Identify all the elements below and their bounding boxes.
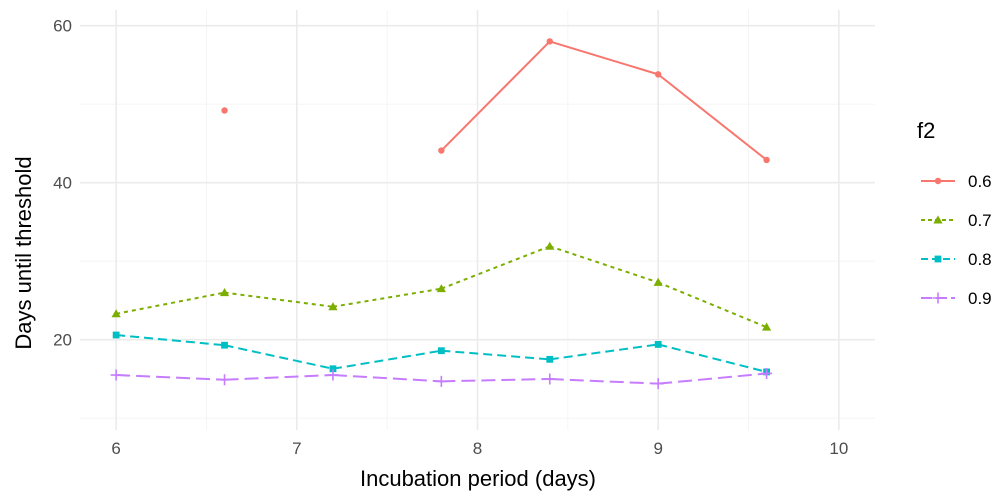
series-0.8 bbox=[112, 331, 770, 376]
legend-item: 0.6 bbox=[921, 172, 992, 191]
legend-key-marker bbox=[934, 177, 942, 185]
legend: f2 0.6 0.7 0.8 0.9 bbox=[917, 118, 992, 308]
series-0.6 bbox=[221, 38, 770, 164]
series-line-segment bbox=[440, 40, 551, 152]
data-point bbox=[761, 322, 772, 331]
data-point bbox=[221, 341, 228, 349]
legend-key-marker bbox=[932, 292, 944, 304]
data-point bbox=[328, 302, 338, 311]
data-point bbox=[652, 378, 664, 390]
legend-item: 0.9 bbox=[921, 289, 992, 308]
legend-key-marker bbox=[933, 215, 943, 224]
data-point bbox=[221, 107, 228, 114]
data-point bbox=[110, 369, 122, 381]
legend-item: 0.7 bbox=[921, 211, 992, 230]
legend-label: 0.9 bbox=[968, 289, 992, 308]
x-tick-label: 6 bbox=[111, 439, 120, 458]
data-point bbox=[763, 156, 770, 164]
series-line-segment bbox=[115, 291, 225, 315]
series-line-segment bbox=[224, 374, 333, 381]
series-line-segment bbox=[440, 245, 551, 290]
legend-label: 0.7 bbox=[968, 211, 992, 230]
x-tick-label: 9 bbox=[653, 439, 662, 458]
data-point bbox=[111, 309, 121, 318]
series-line-segment bbox=[549, 343, 659, 361]
data-point bbox=[654, 71, 662, 78]
x-tick-label: 8 bbox=[473, 439, 482, 458]
data-point bbox=[437, 347, 445, 355]
series-line-segment bbox=[549, 40, 659, 76]
data-point bbox=[546, 38, 553, 45]
series-line-segment bbox=[657, 281, 767, 329]
series-line-segment bbox=[657, 343, 767, 373]
series-line-segment bbox=[332, 349, 442, 370]
series-line-segment bbox=[332, 287, 442, 308]
series-line-segment bbox=[658, 372, 767, 385]
data-point bbox=[219, 288, 230, 297]
legend-label: 0.8 bbox=[968, 250, 992, 269]
x-axis-title: Incubation period (days) bbox=[360, 466, 596, 491]
data-point bbox=[438, 147, 445, 154]
tick-labels: 6 7 8 9 10 20 40 60 bbox=[53, 17, 848, 458]
series-line-segment bbox=[224, 291, 334, 308]
data-point bbox=[546, 355, 554, 363]
series-line-segment bbox=[549, 245, 659, 284]
series-line-segment bbox=[116, 334, 225, 347]
series-layer bbox=[110, 38, 773, 390]
x-tick-label: 10 bbox=[829, 439, 848, 458]
series-line-segment bbox=[332, 374, 442, 383]
series-line-segment bbox=[441, 349, 550, 361]
series-line-segment bbox=[441, 377, 550, 383]
data-point bbox=[219, 374, 231, 386]
data-point bbox=[436, 284, 446, 293]
series-line-segment bbox=[116, 374, 225, 381]
data-point bbox=[327, 369, 339, 381]
series-line-segment bbox=[657, 73, 768, 161]
legend-title: f2 bbox=[917, 118, 935, 143]
data-point bbox=[653, 277, 663, 286]
data-point bbox=[329, 365, 337, 373]
legend-key-marker bbox=[934, 255, 942, 263]
x-tick-label: 7 bbox=[292, 439, 301, 458]
data-point bbox=[761, 367, 773, 379]
data-point bbox=[654, 341, 662, 348]
y-tick-label: 40 bbox=[53, 174, 72, 193]
series-line-segment bbox=[224, 344, 334, 370]
data-point bbox=[435, 375, 447, 387]
data-point bbox=[545, 241, 555, 250]
series-0.9 bbox=[110, 367, 773, 390]
legend-label: 0.6 bbox=[968, 172, 992, 191]
legend-item: 0.8 bbox=[921, 250, 992, 269]
y-tick-label: 60 bbox=[53, 17, 72, 36]
major-gridlines bbox=[80, 10, 875, 430]
data-point bbox=[544, 373, 556, 385]
series-0.7 bbox=[111, 241, 772, 331]
data-point bbox=[112, 331, 120, 339]
series-line-segment bbox=[549, 377, 659, 385]
y-tick-label: 20 bbox=[53, 331, 72, 350]
y-axis-title: Days until threshold bbox=[11, 156, 36, 349]
